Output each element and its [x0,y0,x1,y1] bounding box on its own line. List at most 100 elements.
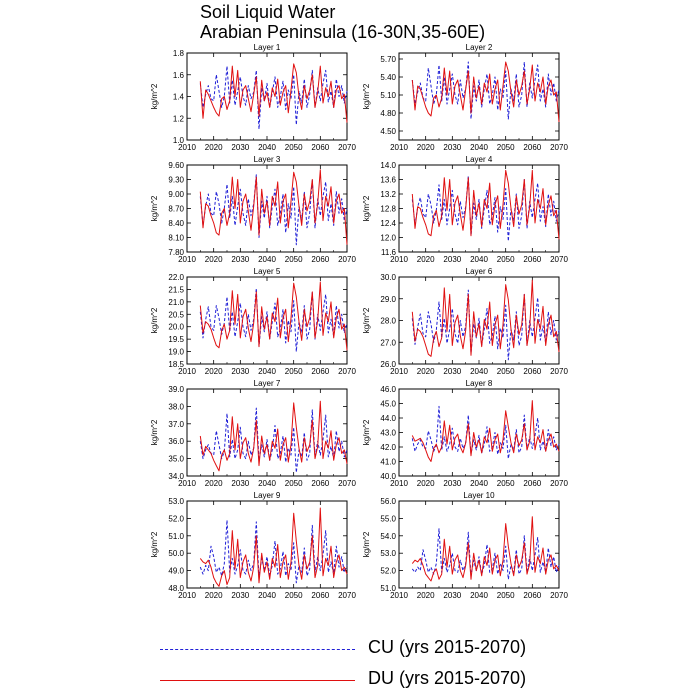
x-tick-label: 2010 [390,255,408,264]
x-tick-label: 2020 [205,591,223,600]
x-tick-label: 2030 [231,255,249,264]
y-tick-label: 20.5 [168,310,184,319]
y-tick-label: 19.0 [168,348,184,357]
y-tick-label: 53.0 [168,497,184,506]
series-cu-line [411,405,560,460]
x-tick-label: 2060 [523,255,541,264]
y-tick-label: 21.5 [168,285,184,294]
y-axis-label: kg/m^2 [362,83,371,109]
x-tick-label: 2020 [205,143,223,152]
series-cu-line [411,289,560,361]
x-tick-label: 2050 [497,255,515,264]
series-du-line [199,507,348,587]
x-tick-label: 2060 [523,591,541,600]
series-du-line [199,63,348,123]
y-tick-label: 27.0 [380,338,396,347]
x-tick-label: 2070 [338,479,356,488]
y-tick-label: 35.0 [168,455,184,464]
x-tick-label: 2020 [417,367,435,376]
y-tick-label: 28.0 [380,317,396,326]
y-tick-label: 30.0 [380,273,396,282]
panel-layer-10: Layer 10 2010 2020 2030 2040 2050 2060 2070 51.0… [362,491,568,600]
x-tick-label: 2050 [285,143,303,152]
x-tick-label: 2060 [311,143,329,152]
x-tick-label: 2020 [205,255,223,264]
y-tick-label: 8.70 [168,205,184,214]
panel-layer-5: Layer 5 2010 2020 2030 2040 2050 2060 2070 18.5 1… [150,267,356,376]
chart-title-line-1: Soil Liquid Water [200,2,336,22]
y-tick-label: 14.0 [380,161,396,170]
panel-layer-1: Layer 1 2010 2020 2030 2040 2050 2060 2070 1.0 1.… [150,43,356,152]
y-tick-label: 8.10 [168,234,184,243]
x-tick-label: 2050 [285,479,303,488]
y-tick-label: 36.0 [168,437,184,446]
y-axis-label: kg/m^2 [362,195,371,221]
x-tick-label: 2020 [417,591,435,600]
x-tick-label: 2070 [338,367,356,376]
x-tick-label: 2030 [443,591,461,600]
series-cu-line [411,175,560,242]
x-tick-label: 2010 [178,255,196,264]
y-tick-label: 49.0 [168,567,184,576]
panel-title: Layer 6 [466,267,493,276]
y-tick-label: 9.60 [168,161,184,170]
y-tick-label: 13.6 [380,176,396,185]
y-tick-label: 19.5 [168,335,184,344]
x-tick-label: 2030 [231,367,249,376]
y-tick-label: 18.5 [168,360,184,369]
x-tick-label: 2070 [338,143,356,152]
plot-frame [398,500,560,589]
x-tick-label: 2050 [497,367,515,376]
plot-frame [186,164,348,253]
x-tick-label: 2040 [258,367,276,376]
y-axis-label: kg/m^2 [362,419,371,445]
y-axis-label: kg/m^2 [150,419,159,445]
x-tick-label: 2040 [470,143,488,152]
x-tick-label: 2070 [338,255,356,264]
y-tick-label: 22.0 [168,273,184,282]
y-tick-label: 48.0 [168,584,184,593]
y-axis-label: kg/m^2 [362,531,371,557]
x-tick-label: 2060 [311,255,329,264]
x-tick-label: 2040 [258,143,276,152]
x-tick-label: 2030 [231,479,249,488]
y-tick-label: 1.0 [173,136,185,145]
x-tick-label: 2010 [390,367,408,376]
x-tick-label: 2020 [205,479,223,488]
chart-title-line-2: Arabian Peninsula (16-30N,35-60E) [200,22,486,42]
y-tick-label: 38.0 [168,402,184,411]
x-tick-label: 2010 [390,143,408,152]
y-tick-label: 1.8 [173,49,185,58]
y-axis-label: kg/m^2 [150,83,159,109]
panel-layer-3: Layer 3 2010 2020 2030 2040 2050 2060 2070 7.80 8… [150,155,356,264]
x-tick-label: 2050 [285,591,303,600]
x-tick-label: 2030 [231,143,249,152]
panel-layer-4: Layer 4 2010 2020 2030 2040 2050 2060 2070 11.6 1… [362,155,568,264]
plot-frame [398,164,560,253]
x-tick-label: 2060 [523,367,541,376]
x-tick-label: 2030 [231,591,249,600]
y-axis-label: kg/m^2 [150,307,159,333]
legend-du-label: DU (yrs 2015-2070) [368,668,527,688]
panel-layer-9: Layer 9 2010 2020 2030 2040 2050 2060 2070 48.0 4… [150,491,356,600]
y-tick-label: 39.0 [168,385,184,394]
plot-frame [398,388,560,477]
y-tick-label: 51.0 [380,584,396,593]
series-cu-line [411,61,560,120]
panel-layer-6: Layer 6 2010 2020 2030 2040 2050 2060 2070 26.0 2… [362,267,568,376]
y-tick-label: 8.40 [168,219,184,228]
series-du-line [411,400,560,462]
y-tick-label: 1.2 [173,114,185,123]
x-tick-label: 2070 [550,143,568,152]
y-tick-label: 54.0 [380,532,396,541]
panel-title: Layer 10 [463,491,495,500]
y-tick-label: 37.0 [168,420,184,429]
panel-title: Layer 2 [466,43,493,52]
x-tick-label: 2070 [338,591,356,600]
x-tick-label: 2010 [178,591,196,600]
x-tick-label: 2040 [258,591,276,600]
y-tick-label: 29.0 [380,295,396,304]
x-tick-label: 2030 [443,367,461,376]
x-tick-label: 2050 [497,591,515,600]
y-tick-label: 52.0 [380,567,396,576]
